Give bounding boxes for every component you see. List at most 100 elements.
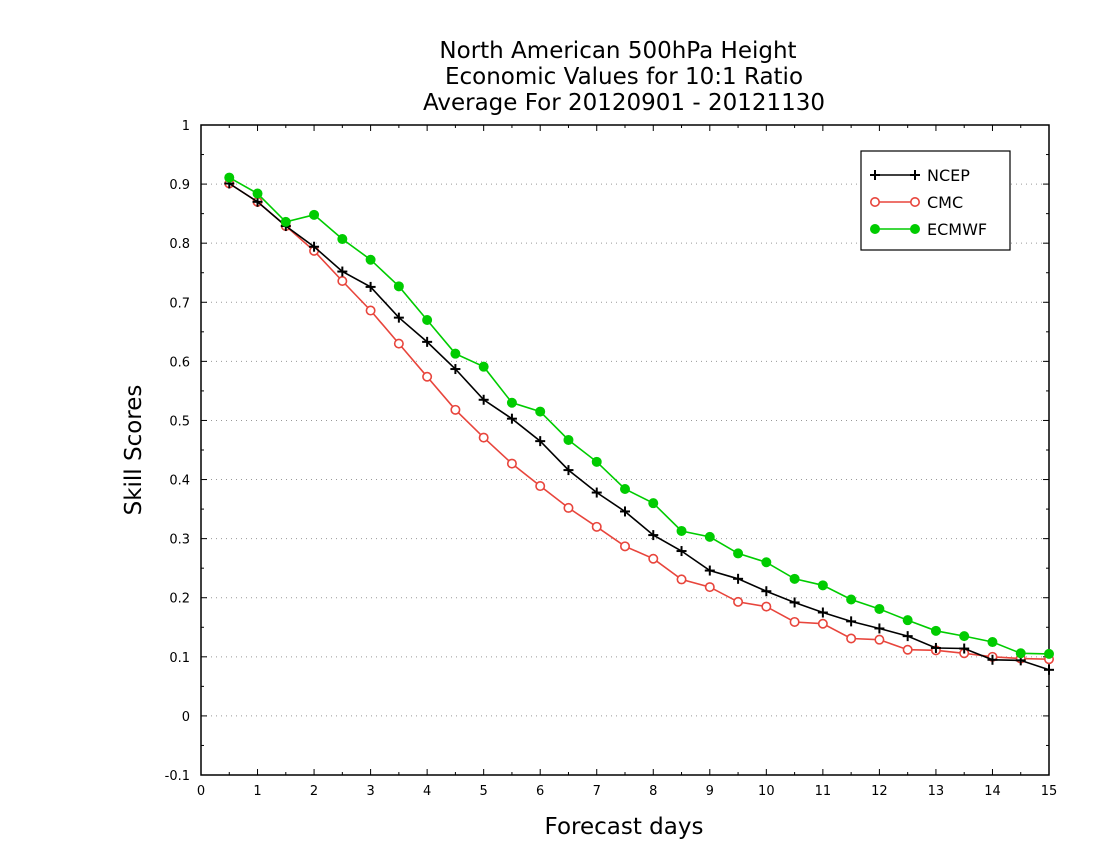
x-tick-label: 13 bbox=[928, 784, 945, 799]
point-ecmwf bbox=[987, 637, 998, 648]
x-axis-ticks: 0 1 2 3 4 5 6 7 8 9 10 11 12 13 14 15 bbox=[197, 125, 1057, 799]
series-line-ecmwf bbox=[228, 176, 1050, 655]
point-ncep bbox=[478, 394, 489, 405]
point-ncep bbox=[959, 643, 970, 654]
legend-marker-ncep bbox=[870, 170, 880, 180]
point-cmc bbox=[846, 633, 857, 644]
y-tick-label: 0.3 bbox=[169, 533, 190, 548]
point-cmc bbox=[733, 596, 744, 607]
point-ecmwf bbox=[252, 188, 263, 199]
point-ecmwf bbox=[1044, 648, 1054, 659]
y-tick-label: 0.2 bbox=[169, 592, 190, 607]
point-ecmwf bbox=[422, 315, 433, 325]
title-line-2: Economic Values for 10:1 Ratio bbox=[445, 64, 803, 90]
point-cmc bbox=[619, 541, 630, 552]
series-layer bbox=[224, 172, 1055, 675]
point-ecmwf bbox=[874, 603, 885, 614]
x-tick-label: 3 bbox=[366, 784, 374, 799]
x-tick-label: 9 bbox=[706, 784, 714, 799]
x-tick-label: 2 bbox=[310, 784, 318, 799]
point-cmc bbox=[817, 618, 828, 629]
chart-title: North American 500hPa Height Economic Va… bbox=[423, 38, 825, 116]
y-tick-label: 0.6 bbox=[169, 355, 190, 370]
point-ecmwf bbox=[393, 281, 404, 292]
y-tick-label: 0.1 bbox=[169, 651, 190, 666]
point-ecmwf bbox=[704, 531, 715, 542]
point-ncep bbox=[987, 654, 998, 665]
point-ncep bbox=[789, 597, 800, 608]
x-tick-label: 6 bbox=[536, 784, 544, 799]
x-tick-label: 11 bbox=[815, 784, 832, 799]
series-ncep bbox=[224, 178, 1054, 675]
point-ncep bbox=[563, 465, 574, 476]
point-ecmwf bbox=[535, 406, 546, 417]
point-cmc bbox=[591, 521, 602, 532]
point-ecmwf bbox=[478, 361, 489, 372]
point-ncep bbox=[846, 616, 857, 627]
point-ecmwf bbox=[591, 456, 602, 467]
y-axis-ticks: -0.1 0 0.1 0.2 0.3 0.4 0.5 0.6 0.7 0.8 0.9 1 bbox=[165, 119, 1049, 784]
point-cmc bbox=[874, 634, 885, 645]
y-tick-label: 1 bbox=[182, 119, 190, 134]
point-cmc bbox=[535, 481, 546, 492]
y-tick-label: 0.7 bbox=[169, 296, 190, 311]
point-ecmwf bbox=[733, 548, 744, 559]
x-tick-label: 12 bbox=[871, 784, 888, 799]
point-ncep bbox=[620, 506, 630, 517]
point-cmc bbox=[676, 574, 687, 585]
legend-label-ecmwf: ECMWF bbox=[927, 220, 987, 239]
point-ecmwf bbox=[930, 625, 941, 636]
point-ncep bbox=[450, 364, 461, 375]
point-cmc bbox=[563, 502, 574, 513]
x-tick-label: 8 bbox=[649, 784, 657, 799]
point-ncep bbox=[733, 573, 744, 584]
x-tick-label: 5 bbox=[480, 784, 488, 799]
y-tick-label: 0.9 bbox=[169, 178, 190, 193]
series-line-ncep bbox=[228, 182, 1050, 671]
point-cmc bbox=[393, 338, 404, 349]
x-tick-label: 1 bbox=[253, 784, 261, 799]
legend-label-ncep: NCEP bbox=[927, 166, 970, 185]
y-tick-label: -0.1 bbox=[165, 769, 190, 784]
point-ecmwf bbox=[1015, 648, 1026, 659]
point-cmc bbox=[450, 404, 461, 415]
point-ncep bbox=[676, 546, 687, 557]
legend-item-ncep: NCEP bbox=[870, 166, 970, 185]
legend-label-cmc: CMC bbox=[927, 193, 963, 212]
point-ncep bbox=[393, 312, 404, 323]
point-cmc bbox=[648, 553, 659, 564]
series-cmc bbox=[224, 178, 1055, 665]
legend: NCEP CMC ECMWF bbox=[860, 150, 1011, 251]
x-tick-label: 4 bbox=[423, 784, 431, 799]
point-ncep bbox=[309, 241, 320, 252]
point-ecmwf bbox=[620, 484, 630, 494]
point-ecmwf bbox=[959, 631, 970, 642]
point-ncep bbox=[591, 487, 602, 498]
point-ncep bbox=[817, 607, 828, 618]
legend-box bbox=[860, 150, 1011, 251]
point-ncep bbox=[761, 586, 772, 597]
x-tick-label: 15 bbox=[1041, 784, 1058, 799]
point-ecmwf bbox=[506, 397, 517, 408]
x-tick-label: 14 bbox=[984, 784, 1001, 799]
legend-item-cmc: CMC bbox=[869, 193, 963, 212]
point-ncep bbox=[704, 565, 715, 576]
title-line-1: North American 500hPa Height bbox=[439, 38, 796, 64]
x-tick-label: 10 bbox=[758, 784, 775, 799]
point-ncep bbox=[365, 281, 376, 292]
point-ncep bbox=[535, 436, 546, 447]
point-ncep bbox=[648, 530, 659, 541]
point-ncep bbox=[930, 642, 941, 653]
point-ecmwf bbox=[648, 498, 659, 509]
point-cmc bbox=[478, 432, 489, 443]
legend-marker-ecmwf bbox=[910, 224, 920, 234]
legend-marker-cmc bbox=[909, 197, 920, 208]
point-ecmwf bbox=[309, 209, 320, 220]
point-ecmwf bbox=[789, 573, 800, 584]
point-cmc bbox=[704, 582, 715, 593]
point-ecmwf bbox=[280, 216, 291, 227]
point-ncep bbox=[1044, 664, 1054, 675]
point-ecmwf bbox=[676, 525, 687, 536]
point-cmc bbox=[365, 305, 376, 316]
point-ecmwf bbox=[450, 348, 461, 359]
